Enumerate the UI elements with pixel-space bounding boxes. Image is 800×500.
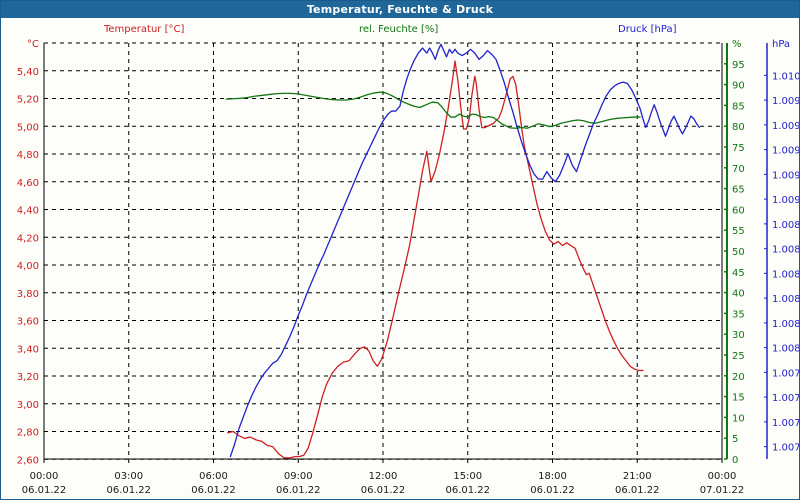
tick-label-temperature: 3,00 xyxy=(17,400,39,411)
tick-label-temperature: 3,60 xyxy=(17,317,39,328)
tick-label-pressure: 1.009 xyxy=(772,146,799,157)
tick-label-humidity: 15 xyxy=(732,393,745,404)
tick-label-time: 21:00 xyxy=(623,471,652,482)
axis-unit-percent: % xyxy=(732,39,742,50)
tick-label-humidity: 20 xyxy=(732,372,745,383)
tick-label-temperature: 4,40 xyxy=(17,206,39,217)
plot-svg: °C 5,40 5,20 5,00 4,80 4,60 4,40 4,20 4,00 3,80 3,… xyxy=(17,39,799,496)
tick-label-pressure: 1.008 xyxy=(772,220,799,231)
tick-label-humidity: 45 xyxy=(732,268,745,279)
tick-label-date: 06.01.22 xyxy=(445,485,490,496)
tick-label-temperature: 2,60 xyxy=(17,455,39,466)
tick-label-temperature: 3,20 xyxy=(17,372,39,383)
tick-label-time: 03:00 xyxy=(114,471,143,482)
tick-label-pressure: 1.008 xyxy=(772,319,799,330)
tick-label-temperature: 5,00 xyxy=(17,122,39,133)
axis-unit-hpa: hPa xyxy=(772,39,790,50)
tick-label-humidity: 10 xyxy=(732,413,745,424)
tick-label-time: 09:00 xyxy=(284,471,313,482)
tick-label-temperature: 3,80 xyxy=(17,289,39,300)
tick-label-pressure: 1.009 xyxy=(772,195,799,206)
tick-label-humidity: 0 xyxy=(732,455,738,466)
tick-label-temperature: 5,40 xyxy=(17,67,39,78)
legend-pressure: Druck [hPa] xyxy=(618,24,677,35)
tick-label-humidity: 55 xyxy=(732,226,745,237)
tick-label-time: 00:00 xyxy=(708,471,737,482)
tick-label-date: 06.01.22 xyxy=(530,485,575,496)
tick-label-pressure: 1.009 xyxy=(772,96,799,107)
tick-label-date: 07.01.22 xyxy=(700,485,745,496)
tick-label-pressure: 1.009 xyxy=(772,121,799,132)
tick-label-temperature: 5,20 xyxy=(17,95,39,106)
tick-label-humidity: 95 xyxy=(732,60,745,71)
tick-label-humidity: 80 xyxy=(732,122,745,133)
tick-label-pressure: 1.007 xyxy=(772,393,799,404)
tick-label-time: 18:00 xyxy=(538,471,567,482)
tick-label-humidity: 25 xyxy=(732,351,745,362)
axis-unit-celsius: °C xyxy=(27,39,39,50)
tick-label-humidity: 5 xyxy=(732,434,738,445)
series-line-right-inner xyxy=(225,91,641,129)
series-line-right-outer xyxy=(229,43,701,458)
tick-label-pressure: 1.008 xyxy=(772,294,799,305)
tick-label-date: 06.01.22 xyxy=(191,485,236,496)
tick-label-temperature: 2,80 xyxy=(17,428,39,439)
tick-label-humidity: 85 xyxy=(732,101,745,112)
tick-label-date: 06.01.22 xyxy=(22,485,67,496)
tick-label-time: 12:00 xyxy=(369,471,398,482)
tick-label-humidity: 70 xyxy=(732,164,745,175)
tick-label-time: 15:00 xyxy=(453,471,482,482)
tick-label-pressure: 1.007 xyxy=(772,368,799,379)
tick-label-humidity: 40 xyxy=(732,289,745,300)
tick-label-time: 06:00 xyxy=(199,471,228,482)
tick-label-humidity: 35 xyxy=(732,309,745,320)
tick-label-temperature: 4,20 xyxy=(17,233,39,244)
tick-label-pressure: 1.008 xyxy=(772,344,799,355)
tick-label-date: 06.01.22 xyxy=(615,485,660,496)
tick-label-temperature: 4,60 xyxy=(17,178,39,189)
tick-label-humidity: 60 xyxy=(732,205,745,216)
tick-label-date: 06.01.22 xyxy=(361,485,406,496)
tick-label-date: 06.01.22 xyxy=(106,485,151,496)
tick-label-pressure: 1.008 xyxy=(772,245,799,256)
axes-layer xyxy=(43,43,768,463)
tick-label-pressure: 1.007 xyxy=(772,418,799,429)
tick-label-humidity: 30 xyxy=(732,330,745,341)
tick-label-time: 00:00 xyxy=(30,471,59,482)
tick-label-humidity: 90 xyxy=(732,81,745,92)
tick-label-pressure: 1.008 xyxy=(772,269,799,280)
window-title: Temperatur, Feuchte & Druck xyxy=(1,1,799,18)
tick-label-humidity: 65 xyxy=(732,185,745,196)
tick-label-pressure: 1.009 xyxy=(772,170,799,181)
grid-layer xyxy=(44,42,722,460)
tick-label-temperature: 3,40 xyxy=(17,344,39,355)
chart-canvas: Temperatur [°C] rel. Feuchte [%] Druck [… xyxy=(1,18,799,499)
tick-label-temperature: 4,80 xyxy=(17,150,39,161)
tick-label-temperature: 4,00 xyxy=(17,261,39,272)
series-line-left xyxy=(226,60,644,459)
tick-label-humidity: 50 xyxy=(732,247,745,258)
tick-label-pressure: 1.007 xyxy=(772,443,799,454)
series-layer xyxy=(225,43,701,459)
tick-label-humidity: 75 xyxy=(732,143,745,154)
tick-label-pressure: 1.010 xyxy=(772,71,799,82)
legend-humidity: rel. Feuchte [%] xyxy=(359,24,439,35)
tick-label-date: 06.01.22 xyxy=(276,485,321,496)
tick-label-layer: °C 5,40 5,20 5,00 4,80 4,60 4,40 4,20 4,00 3,80 3,… xyxy=(17,39,799,496)
legend-temperature: Temperatur [°C] xyxy=(104,24,185,35)
